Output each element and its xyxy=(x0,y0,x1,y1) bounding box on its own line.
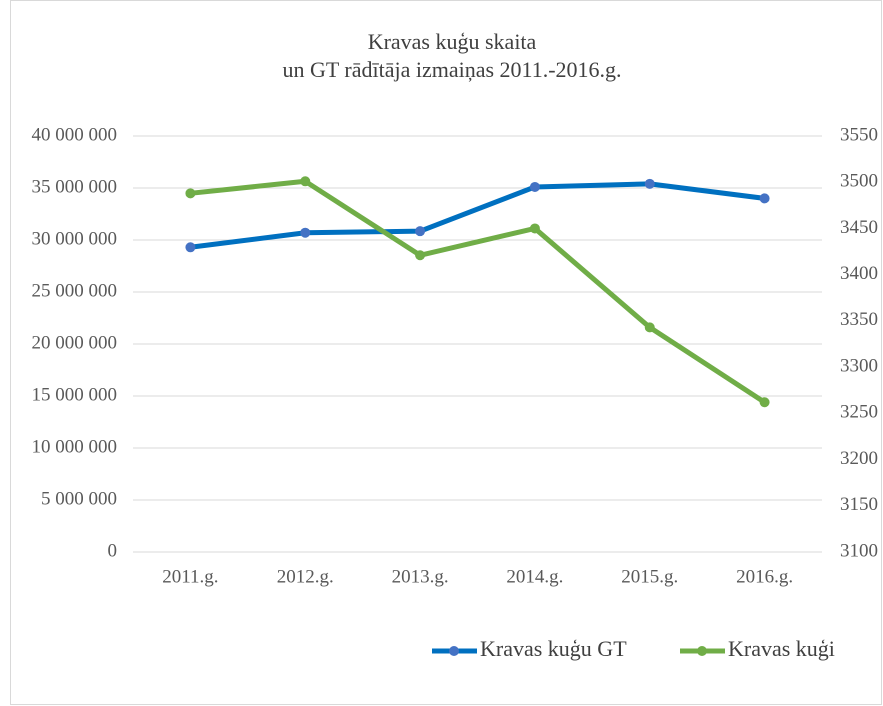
y2-tick-label: 3100 xyxy=(840,540,878,561)
x-tick-label: 2011.g. xyxy=(162,566,218,587)
chart-frame xyxy=(10,0,882,705)
y-tick-label: 30 000 000 xyxy=(32,228,118,249)
y2-tick-label: 3400 xyxy=(840,263,878,284)
y2-tick-label: 3500 xyxy=(840,171,878,192)
series-line xyxy=(190,178,766,405)
y-tick-label: 15 000 000 xyxy=(32,384,118,405)
legend-marker xyxy=(697,646,707,656)
y2-tick-label: 3300 xyxy=(840,355,878,376)
x-tick-label: 2014.g. xyxy=(506,566,563,587)
series-line xyxy=(190,181,765,250)
point-marker xyxy=(185,188,196,199)
chart-title: Kravas kuģu skaita xyxy=(368,29,537,54)
y-tick-label: 5 000 000 xyxy=(41,488,117,509)
chart-title: un GT rādītāja izmaiņas 2011.-2016.g. xyxy=(282,57,621,82)
point-marker xyxy=(759,397,770,408)
x-tick-label: 2016.g. xyxy=(736,566,793,587)
y-tick-label: 0 xyxy=(108,540,118,561)
y-tick-label: 35 000 000 xyxy=(32,176,118,197)
legend-label: Kravas kuģu GT xyxy=(480,636,627,661)
point-marker xyxy=(529,223,540,234)
y2-tick-label: 3550 xyxy=(840,124,878,145)
y-tick-label: 10 000 000 xyxy=(32,436,118,457)
x-tick-label: 2015.g. xyxy=(621,566,678,587)
y2-tick-label: 3350 xyxy=(840,309,878,330)
y2-tick-label: 3150 xyxy=(840,494,878,515)
y2-tick-label: 3200 xyxy=(840,448,878,469)
legend-label: Kravas kuģi xyxy=(728,636,835,661)
point-marker xyxy=(644,178,655,189)
point-marker xyxy=(185,242,196,253)
y2-tick-label: 3250 xyxy=(840,402,878,423)
legend-marker xyxy=(449,646,459,656)
point-marker xyxy=(415,250,426,261)
x-tick-label: 2012.g. xyxy=(277,566,334,587)
y2-tick-label: 3450 xyxy=(840,217,878,238)
point-marker xyxy=(300,176,311,187)
point-marker xyxy=(529,181,540,192)
point-marker xyxy=(300,227,311,238)
point-marker xyxy=(644,322,655,333)
y-tick-label: 40 000 000 xyxy=(32,124,118,145)
y-tick-label: 25 000 000 xyxy=(32,280,118,301)
y-tick-label: 20 000 000 xyxy=(32,332,118,353)
point-marker xyxy=(759,193,770,204)
point-marker xyxy=(415,226,426,237)
x-tick-label: 2013.g. xyxy=(392,566,449,587)
